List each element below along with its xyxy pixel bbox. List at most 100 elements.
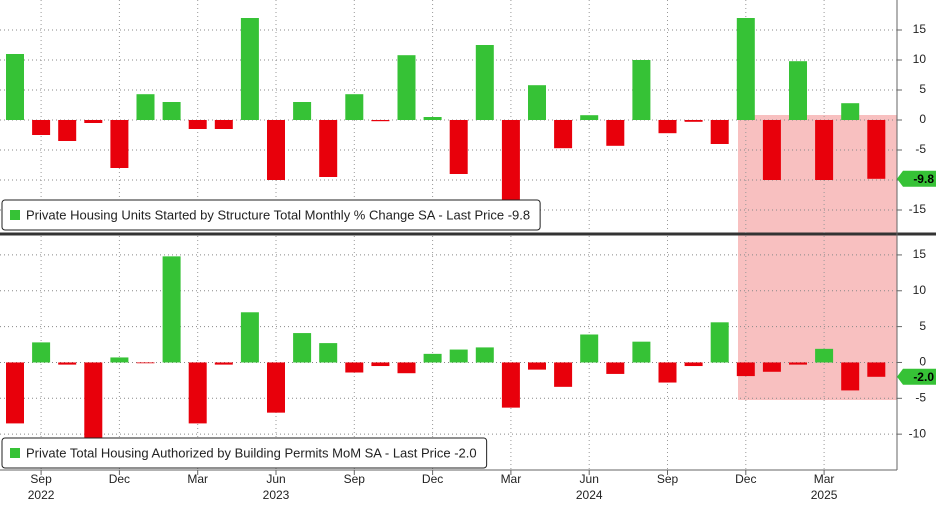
bar bbox=[32, 342, 51, 363]
bar bbox=[684, 120, 703, 122]
last-price-flag bbox=[897, 170, 936, 187]
y-tick-label: -10 bbox=[909, 426, 927, 440]
x-tick-label: Jun bbox=[266, 472, 285, 486]
bar bbox=[449, 120, 468, 174]
bar bbox=[371, 362, 390, 367]
bar bbox=[501, 120, 520, 204]
bar bbox=[528, 85, 546, 120]
bar bbox=[397, 55, 416, 121]
legend-swatch bbox=[10, 210, 20, 220]
y-tick-label: 10 bbox=[913, 283, 927, 297]
bar bbox=[449, 349, 468, 363]
bar bbox=[580, 115, 599, 120]
x-year-label: 2024 bbox=[576, 488, 603, 502]
legend-text: Private Total Housing Authorized by Buil… bbox=[26, 445, 477, 460]
legend-box bbox=[1, 437, 488, 469]
y-tick-label: 5 bbox=[919, 82, 926, 96]
bar bbox=[32, 120, 51, 135]
bar bbox=[6, 54, 24, 120]
bar bbox=[319, 343, 338, 363]
bar bbox=[710, 322, 729, 363]
y-tick-label: 0 bbox=[919, 112, 926, 126]
bar bbox=[789, 61, 807, 120]
x-tick-label: Mar bbox=[814, 472, 835, 486]
x-tick-label: Mar bbox=[187, 472, 208, 486]
bar bbox=[397, 362, 416, 374]
bar bbox=[267, 362, 285, 413]
bar bbox=[475, 45, 494, 120]
y-tick-label: 10 bbox=[913, 52, 927, 66]
x-tick-label: Sep bbox=[344, 472, 366, 486]
bar bbox=[684, 362, 703, 367]
legend-box bbox=[1, 199, 541, 231]
bar bbox=[841, 362, 860, 391]
bar bbox=[371, 120, 390, 122]
bar bbox=[345, 94, 364, 120]
y-tick-label: 0 bbox=[919, 355, 926, 369]
bar bbox=[554, 362, 573, 387]
bar bbox=[319, 120, 338, 177]
bar bbox=[293, 102, 312, 120]
bar bbox=[6, 362, 24, 424]
bar bbox=[501, 362, 520, 408]
bar bbox=[867, 362, 886, 377]
bar bbox=[267, 120, 285, 180]
bar bbox=[423, 117, 442, 120]
bar bbox=[293, 333, 312, 363]
y-tick-label: -15 bbox=[909, 202, 927, 216]
bar bbox=[136, 362, 155, 364]
last-price-label: -9.8 bbox=[913, 172, 934, 186]
bar bbox=[240, 312, 259, 363]
last-price-label: -2.0 bbox=[913, 370, 934, 384]
bar bbox=[815, 120, 834, 180]
x-year-label: 2025 bbox=[811, 488, 838, 502]
bar bbox=[554, 120, 573, 149]
x-tick-label: Dec bbox=[109, 472, 130, 486]
bar bbox=[240, 18, 259, 120]
bar bbox=[58, 362, 77, 365]
bar bbox=[136, 94, 155, 120]
bar bbox=[214, 362, 233, 365]
bar bbox=[658, 120, 677, 134]
bar bbox=[710, 120, 729, 144]
bar bbox=[762, 362, 781, 372]
bar bbox=[867, 120, 886, 179]
bar bbox=[580, 334, 599, 363]
bar bbox=[789, 362, 807, 365]
bar bbox=[162, 256, 181, 363]
bar bbox=[84, 120, 103, 123]
bar bbox=[606, 362, 625, 374]
bar bbox=[632, 341, 651, 363]
bar bbox=[58, 120, 77, 141]
bar bbox=[815, 348, 834, 363]
bar bbox=[762, 120, 781, 180]
y-tick-label: 5 bbox=[919, 319, 926, 333]
y-tick-label: -5 bbox=[915, 390, 926, 404]
bar bbox=[188, 362, 207, 424]
bar bbox=[632, 60, 651, 120]
bar bbox=[345, 362, 364, 373]
bar bbox=[214, 120, 233, 129]
x-tick-label: Mar bbox=[501, 472, 522, 486]
y-tick-label: -5 bbox=[915, 142, 926, 156]
x-tick-label: Jun bbox=[580, 472, 599, 486]
bar bbox=[606, 120, 625, 146]
x-tick-label: Sep bbox=[30, 472, 52, 486]
bar bbox=[84, 362, 103, 438]
x-tick-label: Sep bbox=[657, 472, 679, 486]
last-price-flag bbox=[897, 368, 936, 385]
x-year-label: 2022 bbox=[28, 488, 55, 502]
x-tick-label: Dec bbox=[735, 472, 756, 486]
bar bbox=[736, 362, 755, 377]
y-tick-label: 15 bbox=[913, 22, 927, 36]
bar bbox=[110, 120, 129, 168]
bar bbox=[423, 353, 442, 363]
bar bbox=[658, 362, 677, 383]
bar bbox=[736, 18, 755, 120]
y-tick-label: 15 bbox=[913, 247, 927, 261]
x-tick-label: Dec bbox=[422, 472, 443, 486]
legend-swatch bbox=[10, 448, 20, 458]
bar bbox=[528, 362, 546, 370]
bar bbox=[841, 103, 860, 120]
